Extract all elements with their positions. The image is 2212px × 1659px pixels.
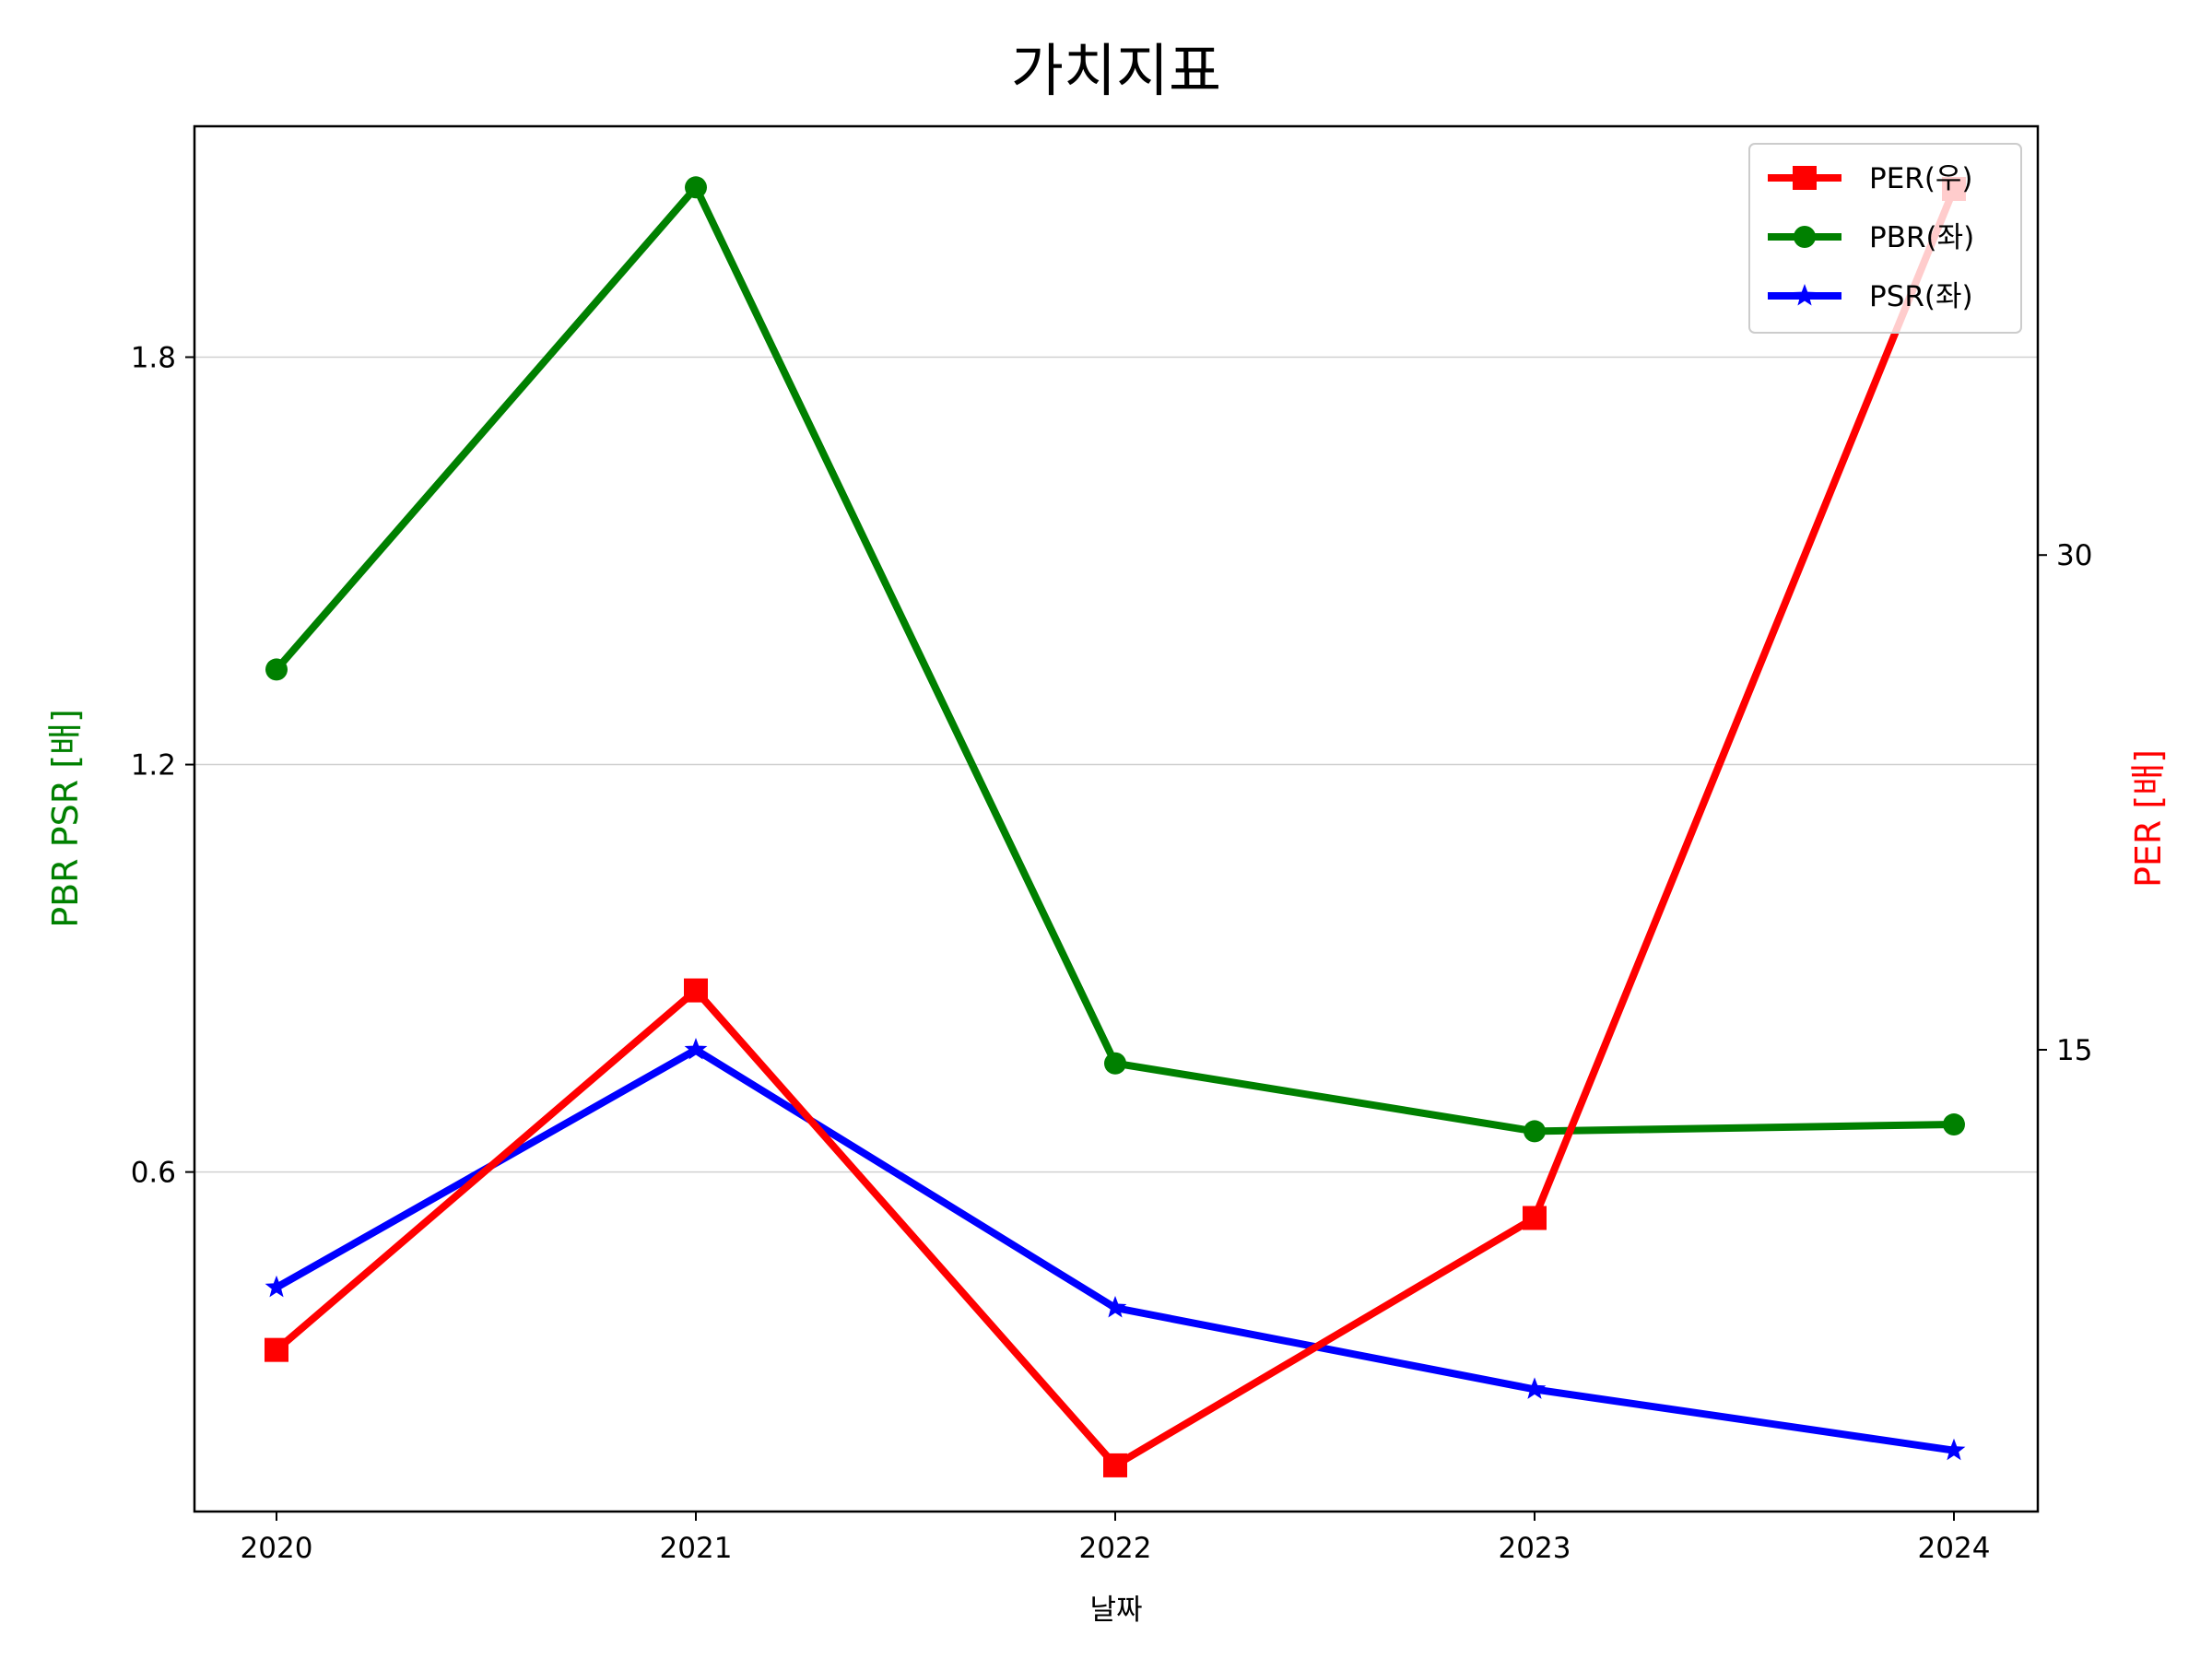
data-point — [684, 978, 708, 1003]
legend-label: PBR(좌) — [1869, 221, 1974, 254]
data-point — [1524, 1120, 1546, 1143]
data-point — [265, 1337, 288, 1362]
data-point — [265, 1275, 288, 1298]
x-axis-label: 날짜 — [1089, 1594, 1142, 1627]
legend-label: PER(우) — [1869, 162, 1973, 195]
data-point — [1943, 1113, 1965, 1136]
y-left-tick-label: 0.6 — [131, 1157, 176, 1190]
legend-item: PSR(좌) — [1768, 280, 1973, 313]
ticks: 0.6 1.2 1.8 15 30 2020 2021 2022 2023 2024 — [131, 342, 2093, 1566]
gridlines — [194, 356, 2038, 1173]
legend-marker — [1793, 284, 1817, 306]
series-PER(우) — [265, 176, 1966, 1477]
legend-marker — [1794, 226, 1816, 248]
y-right-tick-label: 30 — [2056, 539, 2092, 572]
data-point — [685, 176, 707, 199]
series-PSR(좌) — [265, 1038, 1966, 1461]
data-point — [1942, 1438, 1966, 1461]
chart-title: 가치지표 — [1011, 37, 1221, 104]
y-left-tick-label: 1.2 — [131, 749, 176, 782]
y-left-tick-label: 1.8 — [131, 342, 176, 375]
legend-box — [1748, 143, 2022, 334]
x-tick-label: 2024 — [1918, 1532, 1991, 1565]
legend-item: PER(우) — [1768, 162, 1973, 195]
legend-label: PSR(좌) — [1869, 280, 1973, 313]
data-point — [1103, 1453, 1127, 1477]
x-tick-label: 2022 — [1079, 1532, 1152, 1565]
legend: PER(우) PBR(좌) PSR(좌) — [1748, 143, 2022, 334]
data-point — [265, 658, 288, 681]
data-point — [684, 1038, 708, 1060]
data-point — [1103, 1296, 1127, 1318]
x-tick-label: 2023 — [1499, 1532, 1571, 1565]
series-PBR(좌) — [265, 176, 1965, 1143]
data-point — [1523, 1377, 1547, 1399]
x-tick-label: 2021 — [660, 1532, 733, 1565]
data-point — [1104, 1052, 1126, 1075]
series-layer — [265, 176, 1966, 1477]
legend-item: PBR(좌) — [1768, 221, 1974, 254]
x-tick-label: 2020 — [241, 1532, 313, 1565]
y-axis-label-right: PER [배] — [2128, 749, 2169, 888]
data-point — [1523, 1206, 1547, 1230]
legend-marker — [1793, 166, 1817, 190]
y-axis-label-left: PBR PSR [배] — [45, 709, 86, 928]
y-right-tick-label: 15 — [2056, 1034, 2092, 1067]
